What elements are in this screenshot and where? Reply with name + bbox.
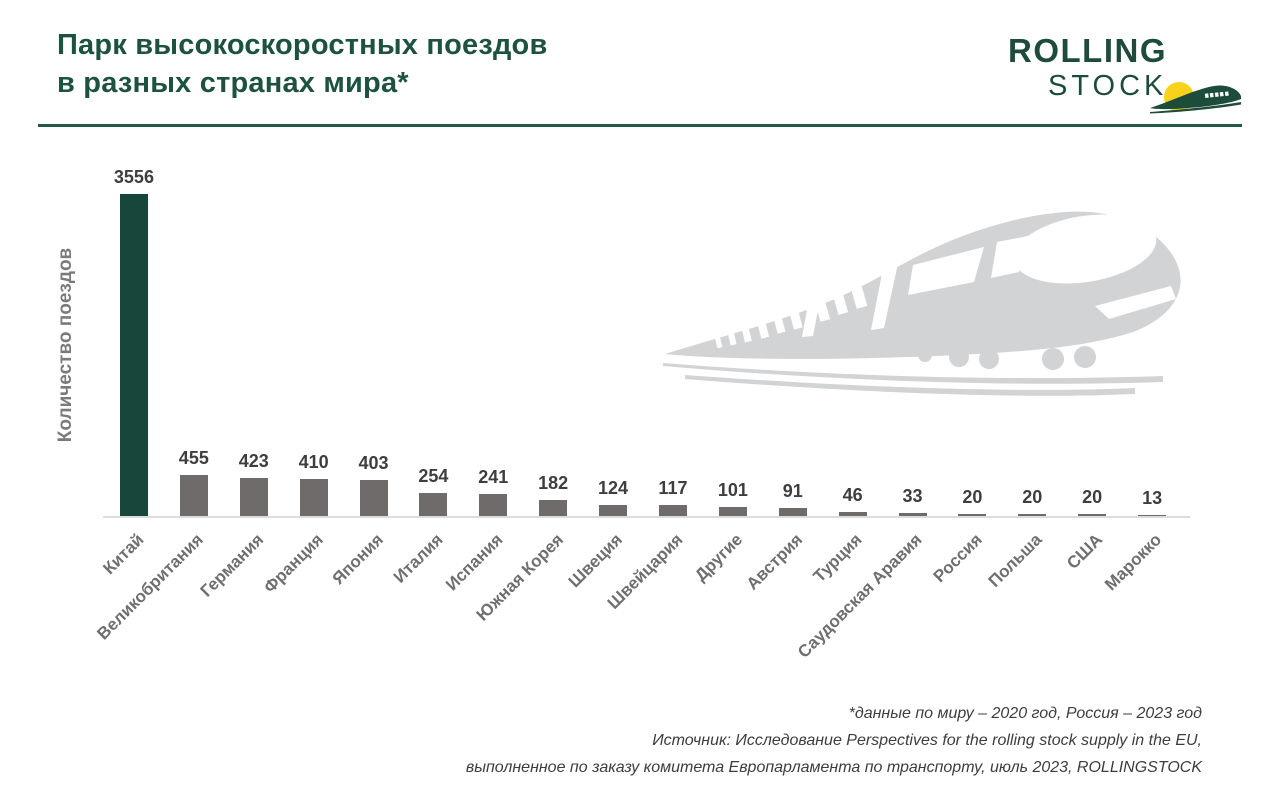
x-axis-label: Франция [260, 530, 328, 597]
bar-value-label: 3556 [113, 167, 154, 187]
bar-column: 455 Великобритания [94, 194, 224, 644]
bar [539, 499, 568, 516]
bar-value-label: 254 [418, 466, 449, 486]
logo-train-icon [1150, 82, 1241, 114]
bar [1018, 514, 1047, 516]
x-axis-label: Китай [99, 530, 148, 579]
bar-value-label: 46 [842, 484, 863, 505]
bar [898, 513, 927, 516]
x-axis-label: Польша [984, 530, 1046, 591]
bar-column: 101 Другие [691, 194, 763, 585]
bar-value-label: 410 [298, 451, 329, 472]
footnote-line3: выполненное по заказу комитета Европарла… [465, 759, 1202, 776]
bar [599, 504, 628, 516]
bar-column: 241 Испания [442, 194, 523, 594]
bar-column: 20 США [1062, 194, 1122, 573]
bar-value-label: 241 [478, 467, 509, 488]
bar [658, 505, 687, 516]
footnote-line2: Источник: Исследование Perspectives for … [652, 732, 1202, 749]
bar-column: 33 Саудовская Аравия [794, 194, 943, 662]
y-axis-title: Количество поездов [55, 247, 76, 443]
bar [838, 511, 867, 516]
bar [479, 494, 508, 516]
bar-column: 13 Марокко [1101, 194, 1182, 594]
page-title: Парк высокоскоростных поездов в разных с… [57, 26, 548, 102]
x-axis-label: Швеция [565, 530, 627, 592]
x-axis-label: Марокко [1101, 530, 1166, 595]
bar [359, 479, 388, 516]
bar-value-label: 124 [598, 477, 629, 498]
bar-value-label: 182 [538, 472, 569, 493]
x-axis-label: Турция [810, 530, 867, 586]
bar [958, 514, 987, 516]
x-axis-label: Великобритания [93, 530, 208, 644]
bar [718, 506, 747, 516]
bar-value-label: 423 [238, 450, 269, 471]
bar [1078, 514, 1107, 516]
bar-column: 3556 Китай [99, 167, 164, 578]
page-title-line1: Парк высокоскоростных поездов [57, 29, 548, 61]
bar-column: 423 Германия [197, 194, 284, 601]
bar-column: 46 Турция [810, 194, 883, 586]
bar [778, 507, 807, 516]
bar-value-label: 20 [1082, 487, 1103, 508]
x-axis-label: Другие [691, 530, 747, 585]
bar-column: 124 Швеция [565, 194, 643, 591]
bar-value-label: 20 [962, 487, 983, 508]
bar [419, 493, 448, 516]
bar-value-label: 455 [178, 447, 209, 468]
bar-column: 410 Франция [260, 194, 344, 597]
bar-value-label: 13 [1142, 487, 1163, 508]
rollingstock-logo: ROLLING STOCK [1002, 30, 1242, 120]
bar [239, 477, 268, 516]
x-axis-line [103, 516, 1190, 518]
bar-highlighted [119, 194, 148, 516]
chart-footnote: *данные по миру – 2020 год, Россия – 202… [466, 700, 1202, 781]
x-axis-label: Япония [328, 530, 387, 589]
bar-column: 254 Италия [390, 194, 463, 587]
bar-value-label: 91 [782, 480, 803, 501]
bar [299, 478, 328, 516]
bar-column: 20 Польша [985, 194, 1062, 591]
x-axis-label: Германия [196, 530, 268, 601]
x-axis-label: Австрия [742, 530, 807, 594]
bar-column: 182 Южная Корея [472, 194, 583, 625]
bar-column: 117 Швейцария [604, 194, 703, 612]
bar-column: 403 Япония [329, 194, 404, 589]
x-axis-label: Россия [929, 530, 986, 587]
bar-column: 91 Австрия [743, 194, 823, 594]
bar-value-label: 403 [358, 452, 389, 473]
header-divider [38, 124, 1242, 127]
bar-value-label: 20 [1022, 487, 1043, 508]
logo-text-stock: STOCK [1048, 70, 1168, 102]
plot-area: 3556 Китай 455 Великобритания 423 Германия 410… [94, 167, 1182, 662]
page-title-line2: в разных странах мира* [57, 67, 409, 99]
bar [1138, 514, 1167, 516]
bar-value-label: 33 [902, 486, 923, 507]
bar-value-label: 117 [658, 478, 688, 499]
footnote-line1: *данные по миру – 2020 год, Россия – 202… [848, 705, 1202, 722]
x-axis-label: Италия [390, 530, 447, 587]
bar-value-label: 101 [717, 479, 748, 500]
x-axis-label: США [1062, 530, 1106, 573]
logo-text-rolling: ROLLING [1008, 32, 1167, 69]
bar-column: 20 Россия [930, 194, 1002, 586]
bar [179, 474, 208, 516]
train-watermark-icon [663, 211, 1181, 396]
